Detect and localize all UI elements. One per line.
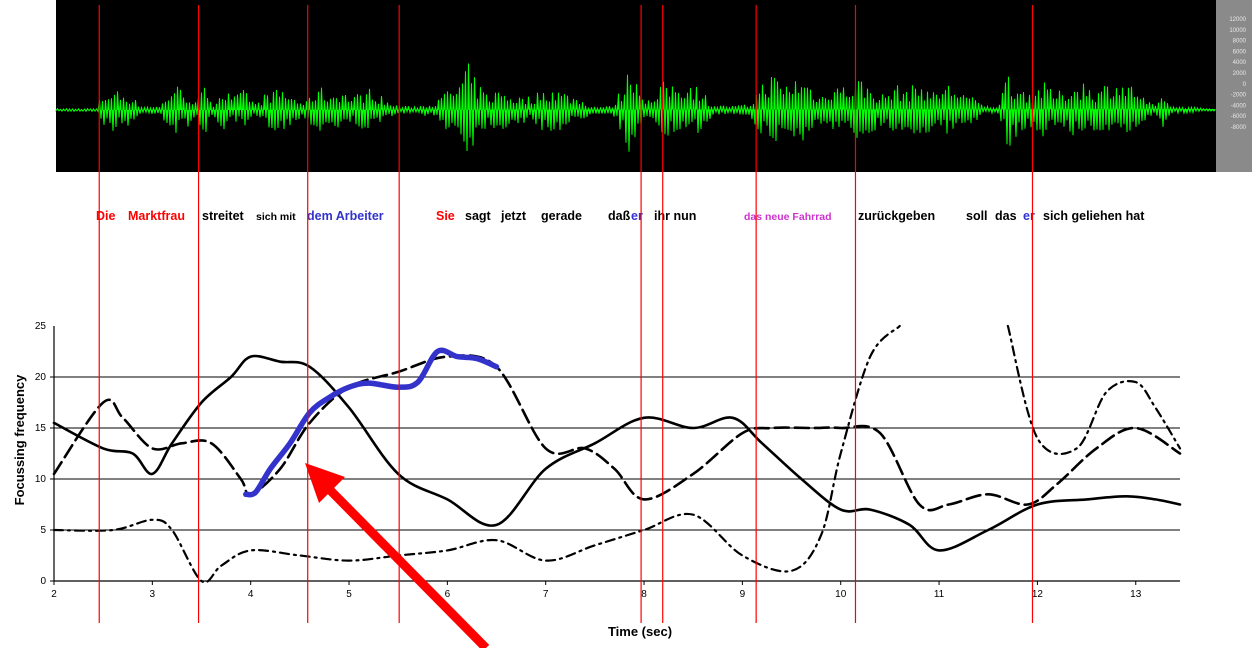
- y-tick-label: 20: [35, 372, 47, 383]
- sentence-word: streitet: [202, 209, 245, 223]
- x-tick-label: 10: [835, 589, 847, 600]
- sentence-word: sich geliehen hat: [1043, 209, 1145, 223]
- x-tick-label: 8: [641, 589, 647, 600]
- waveform-scale-label: -8000: [1231, 125, 1247, 131]
- waveform-scale-label: 4000: [1233, 60, 1247, 66]
- sentence-word: Sie: [436, 209, 455, 223]
- x-tick-label: 6: [445, 589, 451, 600]
- sentence-word: ihr nun: [654, 209, 696, 223]
- chart-series: [52, 324, 1182, 584]
- arrow-shaft: [326, 486, 490, 648]
- sentence-word: er: [631, 209, 643, 223]
- sentence-words: Die Marktfrau streitet sich mit dem Arbeiter…: [96, 209, 1145, 223]
- sentence-word: daß: [608, 209, 631, 223]
- focus-chart: 0 5 10 15 20 25 2 3 4 5 6 7 8 9 10 11 12 13 Focussing fre…: [12, 321, 1182, 639]
- sentence-word: er: [1023, 209, 1035, 223]
- y-tick-label: 10: [35, 474, 47, 485]
- x-tick-label: 7: [543, 589, 549, 600]
- waveform-scale-label: -6000: [1231, 114, 1247, 120]
- chart-axes: [50, 326, 1180, 585]
- y-tick-label: 0: [40, 576, 46, 587]
- sentence-word: gerade: [541, 209, 582, 223]
- x-tick-label: 2: [51, 589, 57, 600]
- waveform-scale-label: 8000: [1233, 39, 1247, 45]
- chart-gridlines: [54, 376, 1180, 531]
- x-tick-label: 4: [248, 589, 254, 600]
- x-tick-label: 5: [346, 589, 352, 600]
- waveform-panel: 12000 10000 8000 6000 4000 2000 0 -2000 -4000 -60…: [55, 0, 1252, 172]
- waveform-scale-label: 2000: [1233, 71, 1247, 77]
- sentence-word: sich mit: [256, 211, 296, 223]
- waveform-scale-bar: [1216, 0, 1252, 172]
- annotation-arrow: [305, 463, 490, 648]
- y-tick-label: 15: [35, 423, 47, 434]
- chart-tick-labels: 0 5 10 15 20 25 2 3 4 5 6 7 8 9 10 11 12 13: [35, 321, 1142, 600]
- sentence-word: Die: [96, 209, 116, 223]
- waveform-scale-label: -4000: [1231, 103, 1247, 109]
- waveform-scale-label: 6000: [1233, 49, 1247, 55]
- x-tick-label: 11: [934, 589, 945, 600]
- series-line-long-dash: [52, 354, 1182, 512]
- sentence-word: das: [995, 209, 1017, 223]
- sentence-word: dem Arbeiter: [307, 209, 384, 223]
- chart-x-axis-title: Time (sec): [608, 624, 672, 639]
- chart-y-axis-title: Focussing frequency: [12, 374, 27, 506]
- series-line-dash-dot: [1006, 324, 1182, 455]
- sentence-word: Marktfrau: [128, 209, 185, 223]
- sentence-word: zurückgeben: [858, 209, 935, 223]
- waveform-scale-label: -2000: [1231, 93, 1247, 99]
- arrow-head: [305, 463, 345, 503]
- word-boundary-lines: [98, 5, 1034, 623]
- sentence-word: soll: [966, 209, 988, 223]
- waveform-scale-labels: 12000 10000 8000 6000 4000 2000 0 -2000 -4000 -60…: [1229, 17, 1246, 131]
- x-tick-label: 3: [150, 589, 156, 600]
- sentence-word: sagt: [465, 209, 492, 223]
- waveform-trace: [55, 63, 1216, 152]
- series-line-dash-dot: [52, 324, 901, 584]
- sentence-word: das neue Fahrrad: [744, 211, 832, 223]
- x-tick-label: 13: [1130, 589, 1142, 600]
- x-tick-label: 9: [740, 589, 746, 600]
- y-tick-label-top: 25: [35, 321, 47, 332]
- y-tick-label: 5: [40, 525, 46, 536]
- waveform-scale-label: 12000: [1229, 17, 1246, 23]
- series-line-thick-solid: [243, 347, 500, 498]
- waveform-scale-label: 10000: [1229, 28, 1246, 34]
- series-line-solid: [52, 354, 1182, 552]
- sentence-word: jetzt: [500, 209, 527, 223]
- x-tick-label: 12: [1032, 589, 1044, 600]
- waveform-scale-label: 0: [1243, 82, 1247, 88]
